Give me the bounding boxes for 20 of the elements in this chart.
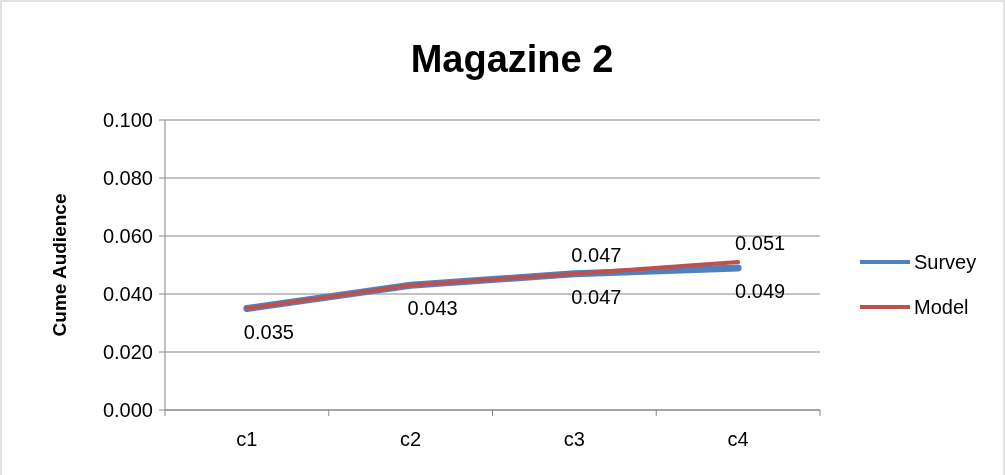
data-label: 0.049 — [735, 279, 786, 302]
x-tick-label: c1 — [236, 428, 258, 450]
y-tick-label: 0.060 — [102, 225, 153, 247]
y-tick-label: 0.000 — [102, 399, 153, 421]
data-label: 0.035 — [243, 320, 294, 343]
y-tick-label: 0.040 — [102, 283, 153, 305]
x-tick-label: c3 — [563, 428, 585, 450]
y-tick-label: 0.020 — [102, 341, 153, 363]
data-label: 0.047 — [571, 243, 622, 266]
y-tick-label: 0.100 — [102, 109, 153, 131]
data-label: 0.047 — [571, 285, 622, 308]
y-axis-title: Cume Audience — [49, 193, 70, 337]
legend-label: Model — [914, 296, 969, 318]
x-tick-label: c4 — [727, 428, 749, 450]
legend-label: Survey — [914, 251, 977, 273]
x-tick-label: c2 — [400, 428, 422, 450]
chart-title: Magazine 2 — [410, 38, 614, 80]
data-label: 0.043 — [407, 297, 458, 320]
data-label: 0.051 — [735, 232, 786, 255]
y-tick-label: 0.080 — [102, 167, 153, 189]
